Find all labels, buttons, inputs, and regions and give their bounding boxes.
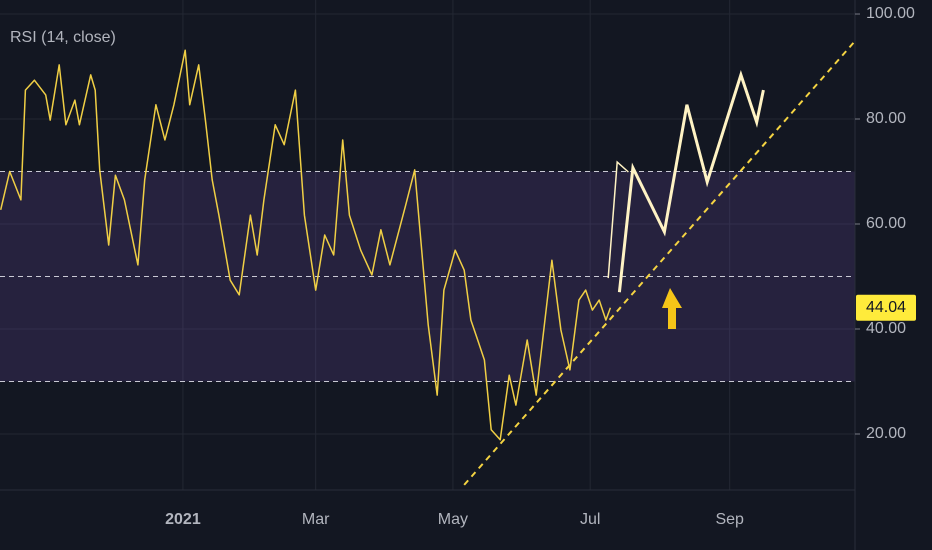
x-tick-label: 2021	[165, 511, 201, 528]
last-value-label: 44.04	[866, 299, 906, 316]
rsi-line	[0, 49, 612, 441]
y-tick-label: 20.00	[866, 425, 906, 442]
x-tick-label: Mar	[302, 511, 330, 528]
plot	[0, 42, 855, 486]
projection-line	[607, 160, 629, 279]
x-tick-label: May	[438, 511, 468, 528]
arrow-icon	[662, 288, 682, 329]
y-tick-label: 100.00	[866, 5, 915, 22]
chart-title: RSI (14, close)	[10, 29, 116, 46]
y-tick-label: 60.00	[866, 215, 906, 232]
last-value-box	[856, 294, 916, 321]
x-tick-label: Sep	[715, 511, 744, 528]
grid	[0, 0, 855, 490]
y-tick-label: 40.00	[866, 320, 906, 337]
x-tick-label: Jul	[580, 511, 600, 528]
projection-line	[617, 70, 765, 293]
y-tick-label: 80.00	[866, 110, 906, 127]
